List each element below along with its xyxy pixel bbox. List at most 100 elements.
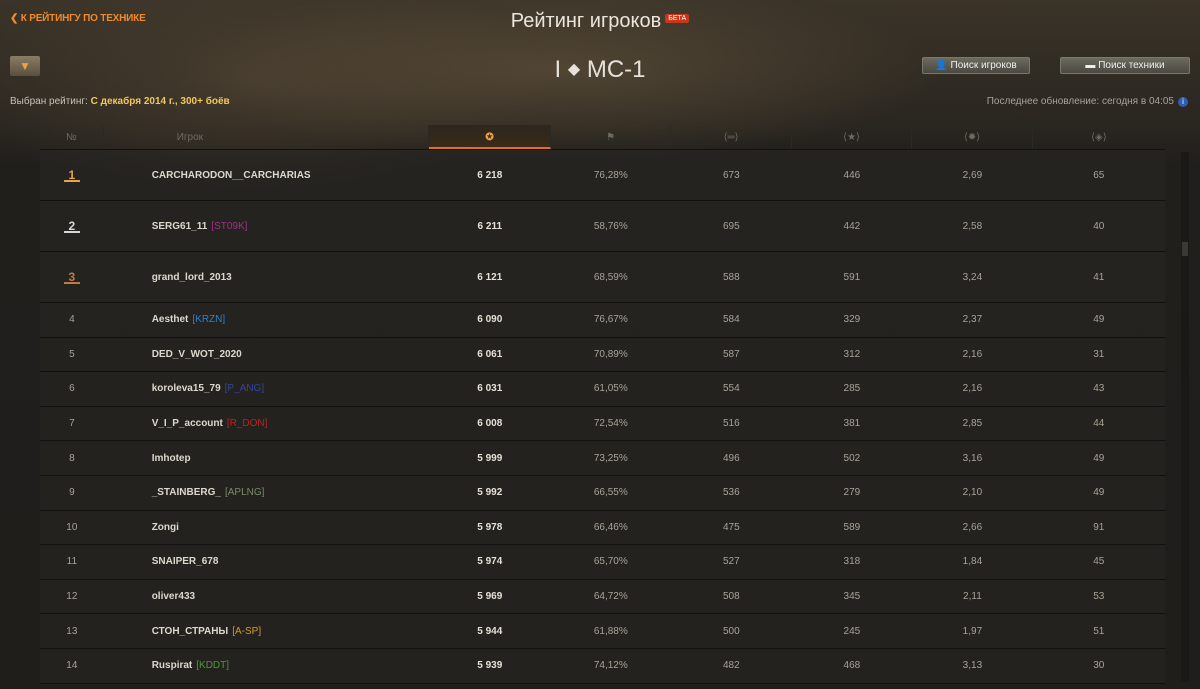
column-experience[interactable]: ⟨★⟩ xyxy=(792,125,913,149)
column-rank[interactable]: № xyxy=(40,125,104,149)
player-name[interactable]: Zongi xyxy=(151,521,179,533)
damage-value: 695 xyxy=(723,220,740,232)
rating-value: 6 008 xyxy=(477,418,503,430)
wins-value: 72,54% xyxy=(593,418,628,430)
player-name[interactable]: V_I_P_account [R_DON] xyxy=(151,418,268,430)
table-row[interactable]: 3 grand_lord_2013 6 121 68,59% 588 591 3… xyxy=(40,252,1165,303)
spotted-value: 49 xyxy=(1093,314,1105,326)
column-player[interactable]: Игрок xyxy=(104,125,430,149)
table-row[interactable]: 14 Ruspirat [KDDT] 5 939 74,12% 482 468 3… xyxy=(40,648,1165,684)
wins-value: 66,46% xyxy=(593,521,628,533)
search-players-button[interactable]: 👤 Поиск игроков xyxy=(922,57,1030,74)
wins-value: 76,28% xyxy=(593,169,628,181)
wins-value: 74,12% xyxy=(593,660,628,672)
table-row[interactable]: 10 Zongi 5 978 66,46% 475 589 2,66 91 xyxy=(40,510,1165,546)
player-name[interactable]: CARCHARODON__CARCHARIAS xyxy=(151,169,311,181)
user-icon: 👤 xyxy=(935,60,948,71)
damage-value: 587 xyxy=(723,348,740,360)
spotted-value: 51 xyxy=(1093,625,1105,637)
clan-tag[interactable]: [ST09K] xyxy=(211,220,248,232)
player-name[interactable]: SERG61_11 [ST09K] xyxy=(151,220,248,232)
table-row[interactable]: 12 oliver433 5 969 64,72% 508 345 2,11 5… xyxy=(40,579,1165,615)
kills-value: 1,97 xyxy=(962,625,983,637)
experience-value: 502 xyxy=(843,452,861,464)
wins-value: 73,25% xyxy=(593,452,628,464)
table-row[interactable]: 13 СТОН_СТРАНЫ [A-SP] 5 944 61,88% 500 24… xyxy=(40,614,1165,649)
scrollbar-thumb[interactable] xyxy=(1182,242,1188,256)
kills-value: 2,16 xyxy=(962,383,983,395)
kills-value: 2,16 xyxy=(962,348,983,360)
clan-tag[interactable]: [P_ANG] xyxy=(224,383,265,395)
player-name[interactable]: oliver433 xyxy=(151,591,196,603)
rating-icon: ✪ xyxy=(485,132,494,143)
player-name[interactable]: _STAINBERG_ [APLNG] xyxy=(151,487,265,499)
scrollbar[interactable] xyxy=(1181,152,1189,682)
rating-value: 5 969 xyxy=(477,591,503,603)
spotted-icon: ⟨◈⟩ xyxy=(1091,132,1107,143)
player-name[interactable]: DED_V_WOT_2020 xyxy=(151,348,242,360)
table-row[interactable]: 2 SERG61_11 [ST09K] 6 211 58,76% 695 442 … xyxy=(40,201,1165,252)
player-name[interactable]: SNAIPER_678 xyxy=(151,556,219,568)
damage-value: 554 xyxy=(723,383,740,395)
player-name[interactable]: koroleva15_79 [P_ANG] xyxy=(151,383,265,395)
experience-value: 245 xyxy=(843,625,861,637)
spotted-value: 53 xyxy=(1093,591,1105,603)
back-to-vehicle-rating-link[interactable]: ❮ К РЕЙТИНГУ ПО ТЕХНИКЕ xyxy=(10,13,146,24)
table-row[interactable]: 7 V_I_P_account [R_DON] 6 008 72,54% 516 … xyxy=(40,406,1165,442)
experience-value: 589 xyxy=(843,521,861,533)
tank-name: I ◆ МС-1 xyxy=(554,56,646,83)
player-name[interactable]: СТОН_СТРАНЫ [A-SP] xyxy=(151,625,262,637)
table-row[interactable]: 6 koroleva15_79 [P_ANG] 6 031 61,05% 554 … xyxy=(40,372,1165,407)
column-wins[interactable]: ⚑ xyxy=(551,125,672,149)
clan-tag[interactable]: [APLNG] xyxy=(224,487,265,499)
column-spotted[interactable]: ⟨◈⟩ xyxy=(1033,125,1165,149)
column-kills[interactable]: ⟨✹⟩ xyxy=(912,125,1033,149)
player-name[interactable]: Aesthet [KRZN] xyxy=(151,314,226,326)
table-row[interactable]: 1 CARCHARODON__CARCHARIAS 6 218 76,28% 6… xyxy=(40,150,1165,201)
rating-value: 5 944 xyxy=(477,625,503,637)
rating-value: 5 939 xyxy=(477,660,503,672)
column-rating[interactable]: ✪ xyxy=(429,125,551,149)
rating-value: 6 061 xyxy=(477,348,503,360)
experience-value: 345 xyxy=(843,591,861,603)
rank: 13 xyxy=(66,625,78,637)
rating-value: 5 978 xyxy=(477,521,503,533)
rank-medal-icon: 2 xyxy=(63,219,80,233)
player-name[interactable]: Imhotep xyxy=(151,452,191,464)
rank: 9 xyxy=(69,487,75,499)
search-tanks-button[interactable]: ▬ Поиск техники xyxy=(1060,57,1190,74)
damage-value: 482 xyxy=(723,660,740,672)
kills-value: 3,13 xyxy=(962,660,983,672)
damage-value: 500 xyxy=(723,625,740,637)
table-row[interactable]: 8 Imhotep 5 999 73,25% 496 502 3,16 49 xyxy=(40,441,1165,476)
experience-value: 329 xyxy=(843,314,861,326)
filter-button[interactable]: ▼ xyxy=(10,56,40,76)
kills-value: 3,16 xyxy=(962,452,983,464)
damage-value: 516 xyxy=(723,418,740,430)
kills-value: 2,11 xyxy=(963,591,982,603)
table-row[interactable]: 11 SNAIPER_678 5 974 65,70% 527 318 1,84… xyxy=(40,545,1165,580)
clan-tag[interactable]: [A-SP] xyxy=(232,625,262,637)
table-header: № Игрок ✪ ⚑ ⟨═⟩ ⟨★⟩ ⟨✹⟩ ⟨◈⟩ xyxy=(40,125,1165,150)
table-row[interactable]: 5 DED_V_WOT_2020 6 061 70,89% 587 312 2,… xyxy=(40,337,1165,373)
table-row[interactable]: 9 _STAINBERG_ [APLNG] 5 992 66,55% 536 27… xyxy=(40,475,1165,511)
wins-value: 61,88% xyxy=(593,625,628,637)
wins-value: 64,72% xyxy=(593,591,628,603)
info-icon[interactable]: i xyxy=(1178,97,1188,107)
clan-tag[interactable]: [KRZN] xyxy=(192,314,226,326)
damage-value: 475 xyxy=(723,521,740,533)
spotted-value: 44 xyxy=(1093,418,1105,430)
column-damage[interactable]: ⟨═⟩ xyxy=(671,125,792,149)
clan-tag[interactable]: [KDDT] xyxy=(196,660,230,672)
experience-value: 381 xyxy=(843,418,861,430)
rank: 10 xyxy=(66,521,78,533)
rank: 6 xyxy=(69,383,75,395)
experience-value: 468 xyxy=(843,660,861,672)
player-name[interactable]: grand_lord_2013 xyxy=(151,271,232,283)
experience-value: 312 xyxy=(843,348,861,360)
player-name[interactable]: Ruspirat [KDDT] xyxy=(151,660,230,672)
experience-value: 591 xyxy=(843,271,861,283)
table-row[interactable]: 4 Aesthet [KRZN] 6 090 76,67% 584 329 2,3… xyxy=(40,303,1165,338)
rank: 12 xyxy=(66,591,78,603)
clan-tag[interactable]: [R_DON] xyxy=(226,418,268,430)
